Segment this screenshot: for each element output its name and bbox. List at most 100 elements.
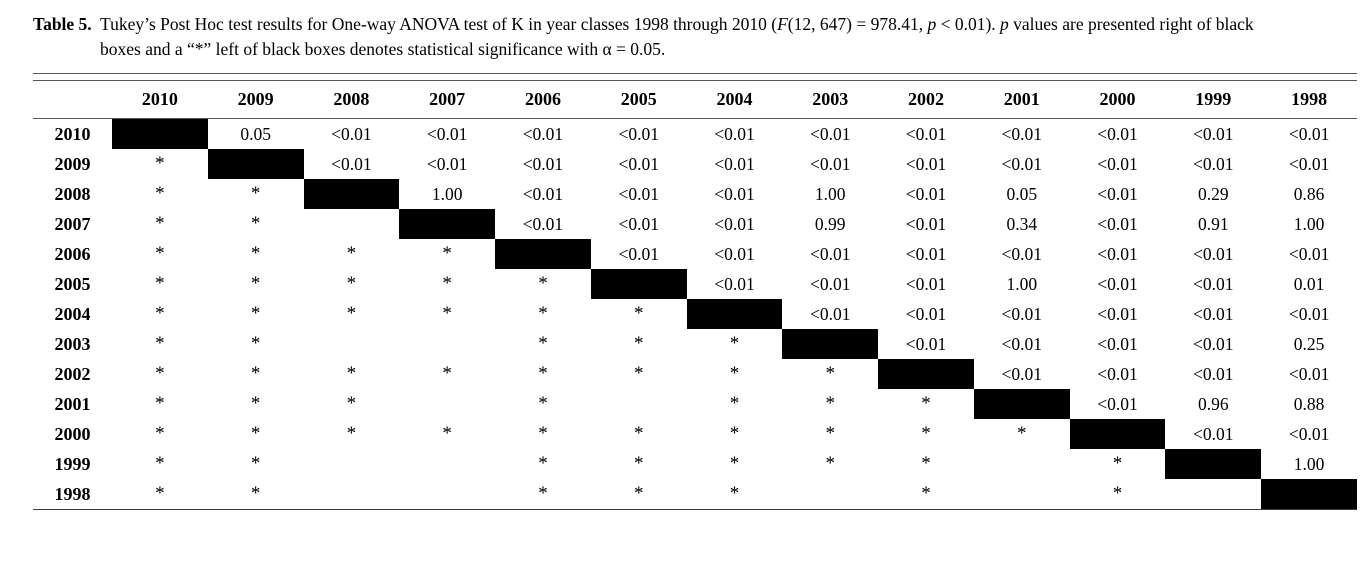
p-value-cell: <0.01 <box>809 303 851 324</box>
column-header-2007: 2007 <box>399 81 496 119</box>
empty-cell <box>304 449 400 479</box>
p-value-cell: 1.00 <box>1293 453 1325 474</box>
p-value-cell: <0.01 <box>1097 213 1138 234</box>
p-value-cell: 0.96 <box>1197 393 1229 414</box>
significance-asterisk-cell: * <box>442 363 452 384</box>
p-value-cell: 0.99 <box>814 213 846 234</box>
significance-asterisk-cell: * <box>155 213 165 234</box>
row-header-2006: 2006 <box>54 243 91 264</box>
diagonal-black-box <box>878 359 974 389</box>
significance-asterisk-cell: * <box>1017 423 1027 444</box>
significance-asterisk-cell: * <box>633 453 644 474</box>
p-value-cell: <0.01 <box>809 273 851 294</box>
significance-asterisk-cell: * <box>155 423 165 444</box>
table-header: 2010 2009 2008 2007 2006 2005 2004 2003 2002 2001… <box>33 81 1357 119</box>
p-value-cell: 1.00 <box>431 183 463 204</box>
caption-segment: (12, 647) = 978.41, <box>787 14 928 34</box>
p-value-cell: <0.01 <box>618 153 659 174</box>
significance-asterisk-cell: * <box>250 243 261 264</box>
caption-segment: boxes and a “*” left of black boxes deno… <box>100 39 666 59</box>
significance-asterisk-cell: * <box>155 243 165 264</box>
table-row-2002: 2002 * * * * * * * * <0.01 <0.01 <0.01 <0.01 <box>33 359 1357 389</box>
significance-asterisk-cell: * <box>250 393 261 414</box>
significance-asterisk-cell: * <box>633 483 644 504</box>
empty-cell <box>782 479 878 510</box>
significance-asterisk-cell: * <box>538 363 548 384</box>
diagonal-black-box <box>303 179 400 209</box>
p-value-cell: <0.01 <box>905 153 947 174</box>
p-value-cell: <0.01 <box>1001 123 1043 144</box>
significance-asterisk-cell: * <box>633 363 644 384</box>
p-value-cell: <0.01 <box>1288 363 1330 384</box>
row-header-2001: 2001 <box>54 393 91 414</box>
significance-asterisk-cell: * <box>346 303 357 324</box>
p-value-cell: <0.01 <box>1288 123 1330 144</box>
caption-italic-p: p <box>1000 14 1009 34</box>
column-header-2009: 2009 <box>207 81 304 119</box>
empty-cell <box>304 209 400 239</box>
table-row-2005: 2005 * * * * * <0.01 <0.01 <0.01 1.00 <0.01 <0.01 0.… <box>33 269 1357 299</box>
p-value-cell: <0.01 <box>1288 423 1330 444</box>
significance-asterisk-cell: * <box>155 483 165 504</box>
diagonal-black-box <box>495 239 591 269</box>
empty-cell <box>304 329 400 359</box>
p-value-cell: <0.01 <box>426 123 468 144</box>
significance-asterisk-cell: * <box>346 273 357 294</box>
significance-asterisk-cell: * <box>633 423 644 444</box>
p-value-cell: <0.01 <box>1001 153 1043 174</box>
p-value-cell: 0.05 <box>240 123 271 144</box>
p-value-cell: 1.00 <box>1006 273 1038 294</box>
table-body: 2010 0.05 <0.01 <0.01 <0.01 <0.01 <0.01 <0.01 <0… <box>33 118 1357 510</box>
p-value-cell: <0.01 <box>1193 243 1234 264</box>
p-value-cell: <0.01 <box>905 213 947 234</box>
significance-asterisk-cell: * <box>1112 453 1123 474</box>
caption-segment: Tukey’s Post Hoc test results for One-wa… <box>100 14 778 34</box>
table-row-2008: 2008 * * 1.00 <0.01 <0.01 <0.01 1.00 <0.01 0.05 <0… <box>33 179 1357 209</box>
row-header-2010: 2010 <box>54 123 91 144</box>
significance-asterisk-cell: * <box>538 273 548 294</box>
p-value-cell: <0.01 <box>522 123 564 144</box>
significance-asterisk-cell: * <box>921 483 931 504</box>
p-value-cell: <0.01 <box>1097 183 1138 204</box>
table-caption: Table 5. Tukey’s Post Hoc test results f… <box>33 12 1357 62</box>
table-row-2010: 2010 0.05 <0.01 <0.01 <0.01 <0.01 <0.01 <0.01 <0… <box>33 118 1357 149</box>
p-value-cell: 0.29 <box>1197 183 1229 204</box>
column-header-2001: 2001 <box>973 81 1070 119</box>
empty-cell <box>399 449 495 479</box>
column-header-1998: 1998 <box>1261 81 1357 119</box>
table-row-1999: 1999 * * * * * * * * 1.00 <box>33 449 1357 479</box>
p-value-cell: <0.01 <box>1001 363 1043 384</box>
caption-segment: < 0.01). <box>936 14 1001 34</box>
significance-asterisk-cell: * <box>346 243 357 264</box>
significance-asterisk-cell: * <box>155 303 165 324</box>
significance-asterisk-cell: * <box>155 363 165 384</box>
row-header-2000: 2000 <box>54 423 91 444</box>
significance-asterisk-cell: * <box>346 363 357 384</box>
diagonal-black-box <box>112 118 208 149</box>
diagonal-black-box <box>686 299 783 329</box>
table-row-1998: 1998 * * * * * * * <box>33 479 1357 510</box>
row-header-1999: 1999 <box>54 453 91 474</box>
column-header-2004: 2004 <box>686 81 783 119</box>
significance-asterisk-cell: * <box>442 303 452 324</box>
p-value-cell: 0.25 <box>1293 333 1325 354</box>
column-header-2000: 2000 <box>1069 81 1166 119</box>
significance-asterisk-cell: * <box>250 183 261 204</box>
column-header-2003: 2003 <box>782 81 879 119</box>
significance-asterisk-cell: * <box>825 423 835 444</box>
empty-cell <box>974 449 1070 479</box>
significance-asterisk-cell: * <box>729 483 740 504</box>
significance-asterisk-cell: * <box>825 393 835 414</box>
significance-asterisk-cell: * <box>250 423 261 444</box>
p-value-cell: <0.01 <box>1288 243 1330 264</box>
significance-asterisk-cell: * <box>442 423 452 444</box>
p-value-cell: <0.01 <box>1097 273 1138 294</box>
significance-asterisk-cell: * <box>538 303 548 324</box>
significance-asterisk-cell: * <box>155 393 165 414</box>
p-value-cell: <0.01 <box>331 123 372 144</box>
p-value-cell: <0.01 <box>714 153 755 174</box>
p-value-cell: <0.01 <box>426 153 468 174</box>
significance-asterisk-cell: * <box>633 303 644 324</box>
table-caption-label: Table 5. <box>33 14 92 34</box>
p-value-cell: <0.01 <box>1097 363 1138 384</box>
